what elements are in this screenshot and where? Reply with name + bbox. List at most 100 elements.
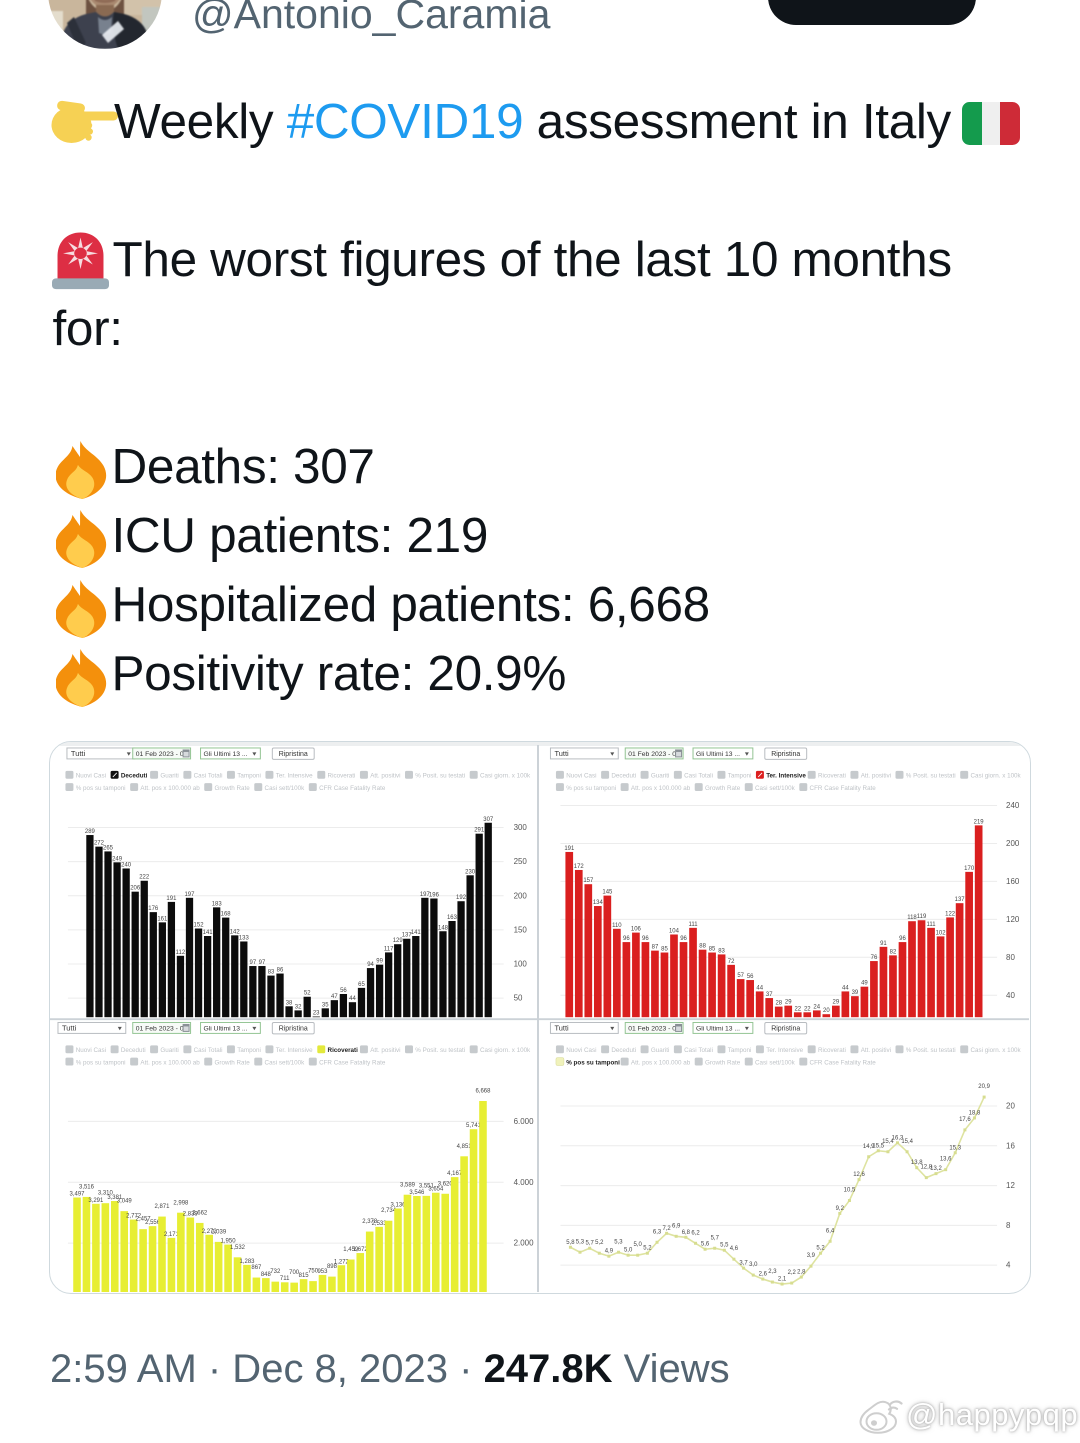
svg-text:163: 163: [446, 915, 457, 921]
svg-text:15,4: 15,4: [882, 1139, 894, 1145]
svg-text:2,2: 2,2: [787, 1270, 796, 1276]
svg-text:13,6: 13,6: [939, 1157, 951, 1163]
svg-text:% Posit. su testati: % Posit. su testati: [905, 1047, 955, 1054]
svg-text:Casi sett/100k: Casi sett/100k: [755, 785, 796, 792]
svg-text:5,2: 5,2: [643, 1246, 652, 1252]
svg-text:72: 72: [727, 959, 734, 965]
svg-text:97: 97: [258, 960, 265, 966]
svg-text:172: 172: [573, 864, 584, 870]
svg-text:57: 57: [737, 973, 744, 979]
svg-text:4: 4: [1006, 1261, 1011, 1270]
svg-text:CFR Case Fatality Rate: CFR Case Fatality Rate: [319, 1059, 386, 1066]
svg-text:6,4: 6,4: [825, 1228, 834, 1234]
svg-text:20,9: 20,9: [978, 1084, 990, 1090]
svg-text:12,6: 12,6: [853, 1172, 865, 1178]
svg-text:Att. pos x 100.000 ab: Att. pos x 100.000 ab: [630, 1059, 690, 1066]
svg-text:% Posit. su testati: % Posit. su testati: [415, 773, 465, 780]
svg-text:145: 145: [602, 890, 613, 896]
svg-text:307: 307: [483, 817, 494, 823]
svg-text:3,497: 3,497: [69, 1192, 85, 1198]
svg-text:700: 700: [289, 1270, 300, 1276]
svg-text:176: 176: [148, 906, 159, 912]
svg-text:91: 91: [880, 941, 887, 947]
svg-text:50: 50: [513, 994, 522, 1003]
svg-text:133: 133: [238, 936, 249, 942]
svg-text:01 Feb 2023 - 0: 01 Feb 2023 - 0: [628, 751, 676, 758]
svg-text:152: 152: [193, 922, 204, 928]
svg-text:29: 29: [784, 1000, 791, 1006]
svg-text:Deceduti: Deceduti: [120, 773, 147, 780]
svg-text:129: 129: [392, 938, 403, 944]
svg-text:01 Feb 2023 - 0: 01 Feb 2023 - 0: [135, 1026, 183, 1033]
svg-text:35: 35: [321, 1002, 328, 1008]
svg-text:Ter. Intensive: Ter. Intensive: [766, 773, 806, 780]
svg-text:5,2: 5,2: [595, 1240, 604, 1246]
svg-text:3,7: 3,7: [739, 1261, 748, 1267]
svg-text:Casi giorn. x 100k: Casi giorn. x 100k: [479, 1047, 530, 1054]
svg-text:2,998: 2,998: [173, 1200, 189, 1206]
svg-text:Att. pos x 100.000 ab: Att. pos x 100.000 ab: [140, 1059, 200, 1066]
svg-text:CFR Case Fatality Rate: CFR Case Fatality Rate: [319, 785, 386, 792]
svg-text:5,7: 5,7: [710, 1235, 719, 1241]
svg-text:01 Feb 2023 - 0: 01 Feb 2023 - 0: [628, 1026, 676, 1033]
svg-text:5,5: 5,5: [720, 1243, 729, 1249]
svg-text:Ricoverati: Ricoverati: [817, 773, 845, 780]
svg-text:6,9: 6,9: [672, 1223, 681, 1229]
svg-text:183: 183: [211, 901, 222, 907]
svg-text:Ter. Intensive: Ter. Intensive: [275, 773, 312, 780]
svg-text:96: 96: [642, 936, 649, 942]
svg-text:5,741: 5,741: [466, 1123, 482, 1129]
svg-text:200: 200: [513, 891, 527, 900]
svg-text:2,457: 2,457: [135, 1217, 151, 1223]
svg-text:96: 96: [623, 936, 630, 942]
svg-text:Tutti: Tutti: [70, 749, 85, 758]
svg-text:3,291: 3,291: [88, 1198, 104, 1204]
svg-text:22: 22: [803, 1006, 810, 1012]
svg-text:97: 97: [249, 960, 256, 966]
svg-text:16,3: 16,3: [891, 1135, 903, 1141]
svg-text:953: 953: [317, 1269, 328, 1275]
svg-text:23: 23: [312, 1011, 319, 1017]
svg-text:37: 37: [765, 992, 772, 998]
svg-text:44: 44: [756, 985, 763, 991]
svg-text:2.000: 2.000: [513, 1239, 534, 1248]
svg-text:291: 291: [474, 828, 485, 834]
svg-text:80: 80: [1006, 953, 1015, 962]
svg-text:250: 250: [513, 857, 527, 866]
svg-text:5,7: 5,7: [585, 1241, 594, 1247]
svg-text:111: 111: [688, 922, 698, 928]
svg-text:161: 161: [157, 916, 168, 922]
svg-text:137: 137: [954, 897, 965, 903]
svg-text:6.000: 6.000: [513, 1117, 534, 1126]
svg-text:20: 20: [1006, 1102, 1015, 1111]
svg-text:106: 106: [630, 927, 641, 933]
svg-text:82: 82: [889, 949, 896, 955]
svg-text:85: 85: [708, 947, 715, 953]
svg-text:111: 111: [926, 922, 936, 928]
svg-text:3,310: 3,310: [97, 1191, 113, 1197]
svg-text:3,136: 3,136: [390, 1202, 406, 1208]
svg-text:Ricoverati: Ricoverati: [327, 773, 355, 780]
svg-text:% pos su tamponi: % pos su tamponi: [566, 1059, 620, 1066]
svg-text:300: 300: [513, 823, 527, 832]
svg-text:192: 192: [456, 895, 467, 901]
svg-text:Guariti: Guariti: [650, 1047, 668, 1054]
svg-text:197: 197: [419, 892, 430, 898]
svg-text:118: 118: [907, 915, 917, 921]
svg-text:240: 240: [1006, 801, 1020, 810]
svg-text:6,3: 6,3: [652, 1229, 661, 1235]
svg-text:4.000: 4.000: [513, 1178, 534, 1187]
svg-text:Ter. Intensive: Ter. Intensive: [275, 1047, 312, 1054]
svg-text:191: 191: [564, 846, 575, 852]
svg-text:2,662: 2,662: [192, 1210, 208, 1216]
svg-text:20: 20: [822, 1008, 829, 1014]
svg-text:8: 8: [1006, 1221, 1011, 1230]
svg-text:% Posit. su testati: % Posit. su testati: [415, 1047, 465, 1054]
svg-text:117: 117: [383, 946, 393, 952]
svg-text:56: 56: [746, 974, 753, 980]
svg-text:Casi sett/100k: Casi sett/100k: [264, 1059, 305, 1066]
svg-text:Casi Totali: Casi Totali: [193, 1047, 222, 1054]
svg-text:2,772: 2,772: [126, 1214, 142, 1220]
svg-text:732: 732: [270, 1269, 281, 1275]
svg-text:83: 83: [718, 948, 725, 954]
